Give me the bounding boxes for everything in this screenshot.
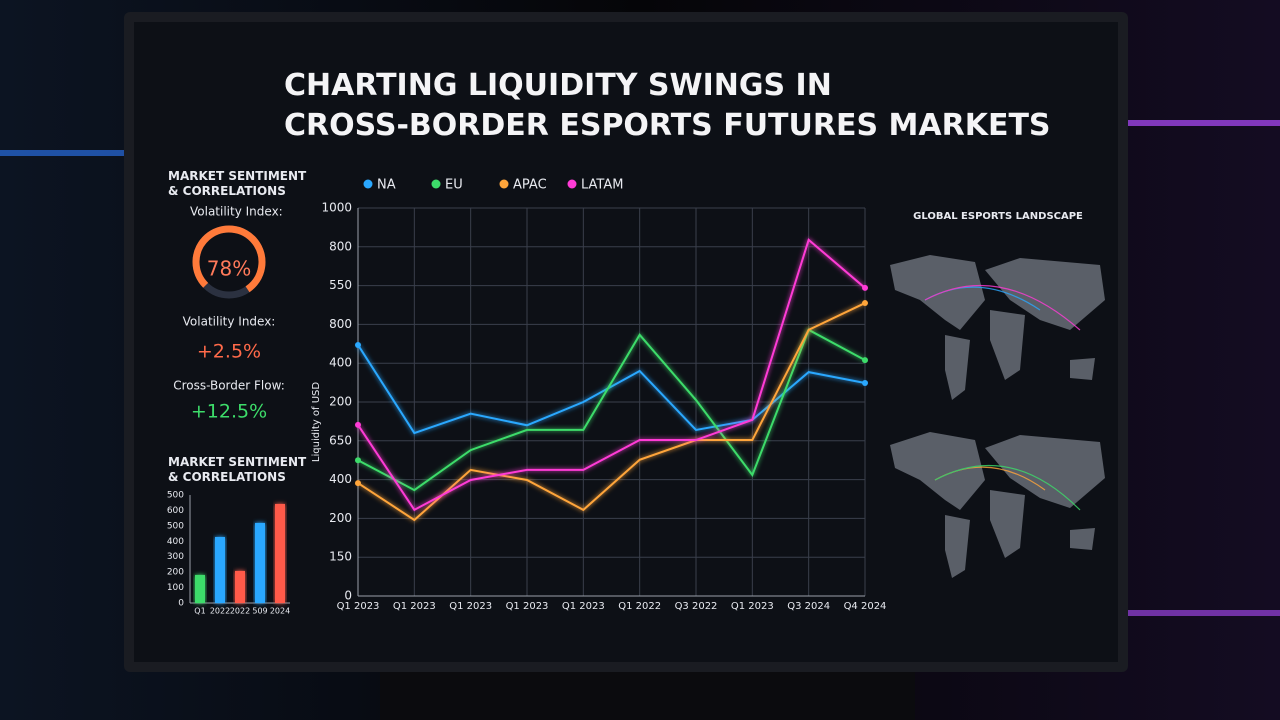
legend-label: EU [445,178,463,193]
title-line: CHARTING LIQUIDITY SWINGS IN CROSS-BORDER… [284,68,1051,143]
x-tick-label: Q3 2024 [787,601,830,612]
legend-swatch [431,179,441,189]
y-tick-label: 800 [329,239,352,253]
x-tick-label: 2022 [230,607,250,616]
x-tick-label: 2022 [210,607,230,616]
bar [255,522,265,603]
legend-label: NA [377,178,396,193]
y-tick-label: 800 [329,317,352,331]
y-tick-label: 200 [329,511,352,525]
y-tick-label: 150 [329,550,352,564]
x-tick-label: Q1 2023 [506,601,549,612]
map-title: GLOBAL ESPORTS LANDSCAPE [913,211,1083,222]
series-line [357,328,866,492]
x-tick-label: Q4 2024 [844,601,887,612]
bar [235,570,245,603]
y-tick-label: 200 [167,568,184,578]
metric-value: +2.5% [197,341,261,363]
y-tick-label: 400 [329,472,352,486]
y-axis-label: Liquidity of USD [311,382,322,462]
legend-label: APAC [513,178,547,193]
y-tick-label: 400 [167,537,184,547]
bar [275,503,285,603]
x-tick-label: 2024 [270,607,290,616]
y-tick-label: 200 [329,395,352,409]
y-tick-label: 300 [167,552,184,562]
legend-swatch [499,179,509,189]
point [862,357,868,364]
bar [215,536,225,603]
x-tick-label: Q1 2023 [337,601,380,612]
panel-heading: MARKET SENTIMENT & CORRELATIONS [168,455,307,484]
point [355,457,361,464]
x-tick-label: Q1 [194,607,205,616]
y-tick-label: 500 [167,491,184,501]
gauge-arc [192,225,266,293]
y-tick-label: 400 [329,356,352,370]
y-tick-label: 100 [167,583,184,593]
neon-strip [1125,120,1280,126]
neon-strip [0,150,125,156]
metric-value: +12.5% [191,401,267,423]
series-line [357,344,866,435]
x-tick-label: Q1 2023 [393,601,436,612]
point [355,421,361,428]
legend-swatch [567,179,577,189]
x-tick-label: Q1 2022 [618,601,661,612]
legend-label: LATAM [581,178,623,193]
y-tick-label: 600 [167,506,184,516]
point [862,284,868,291]
world-map [890,432,1105,578]
y-tick-label: 650 [329,433,352,447]
x-tick-label: Q3 2022 [675,601,718,612]
y-tick-label: 500 [167,521,184,531]
map-flows [924,284,1081,511]
gauge-label: Volatility Index: [190,205,283,219]
bar [195,574,205,603]
x-tick-label: Q1 2023 [449,601,492,612]
y-tick-label: 550 [329,278,352,292]
x-tick-label: Q1 2023 [731,601,774,612]
y-tick-label: 0 [178,599,184,609]
y-tick-label: 1000 [321,201,352,215]
y-tick-label: 0 [344,589,352,603]
world-map [890,255,1105,400]
metric-label: Cross-Border Flow: [173,379,285,393]
point [355,480,361,487]
metric-label: Volatility Index: [183,315,276,329]
neon-strip [1125,610,1280,616]
panel-heading: MARKET SENTIMENT & CORRELATIONS [168,169,307,198]
point [862,379,868,386]
gauge-value: 78% [207,257,251,281]
x-tick-label: Q1 2023 [562,601,605,612]
point [862,300,868,307]
x-tick-label: 509 [252,607,267,616]
point [355,341,361,348]
legend-swatch [363,179,373,189]
series-line [357,238,866,512]
